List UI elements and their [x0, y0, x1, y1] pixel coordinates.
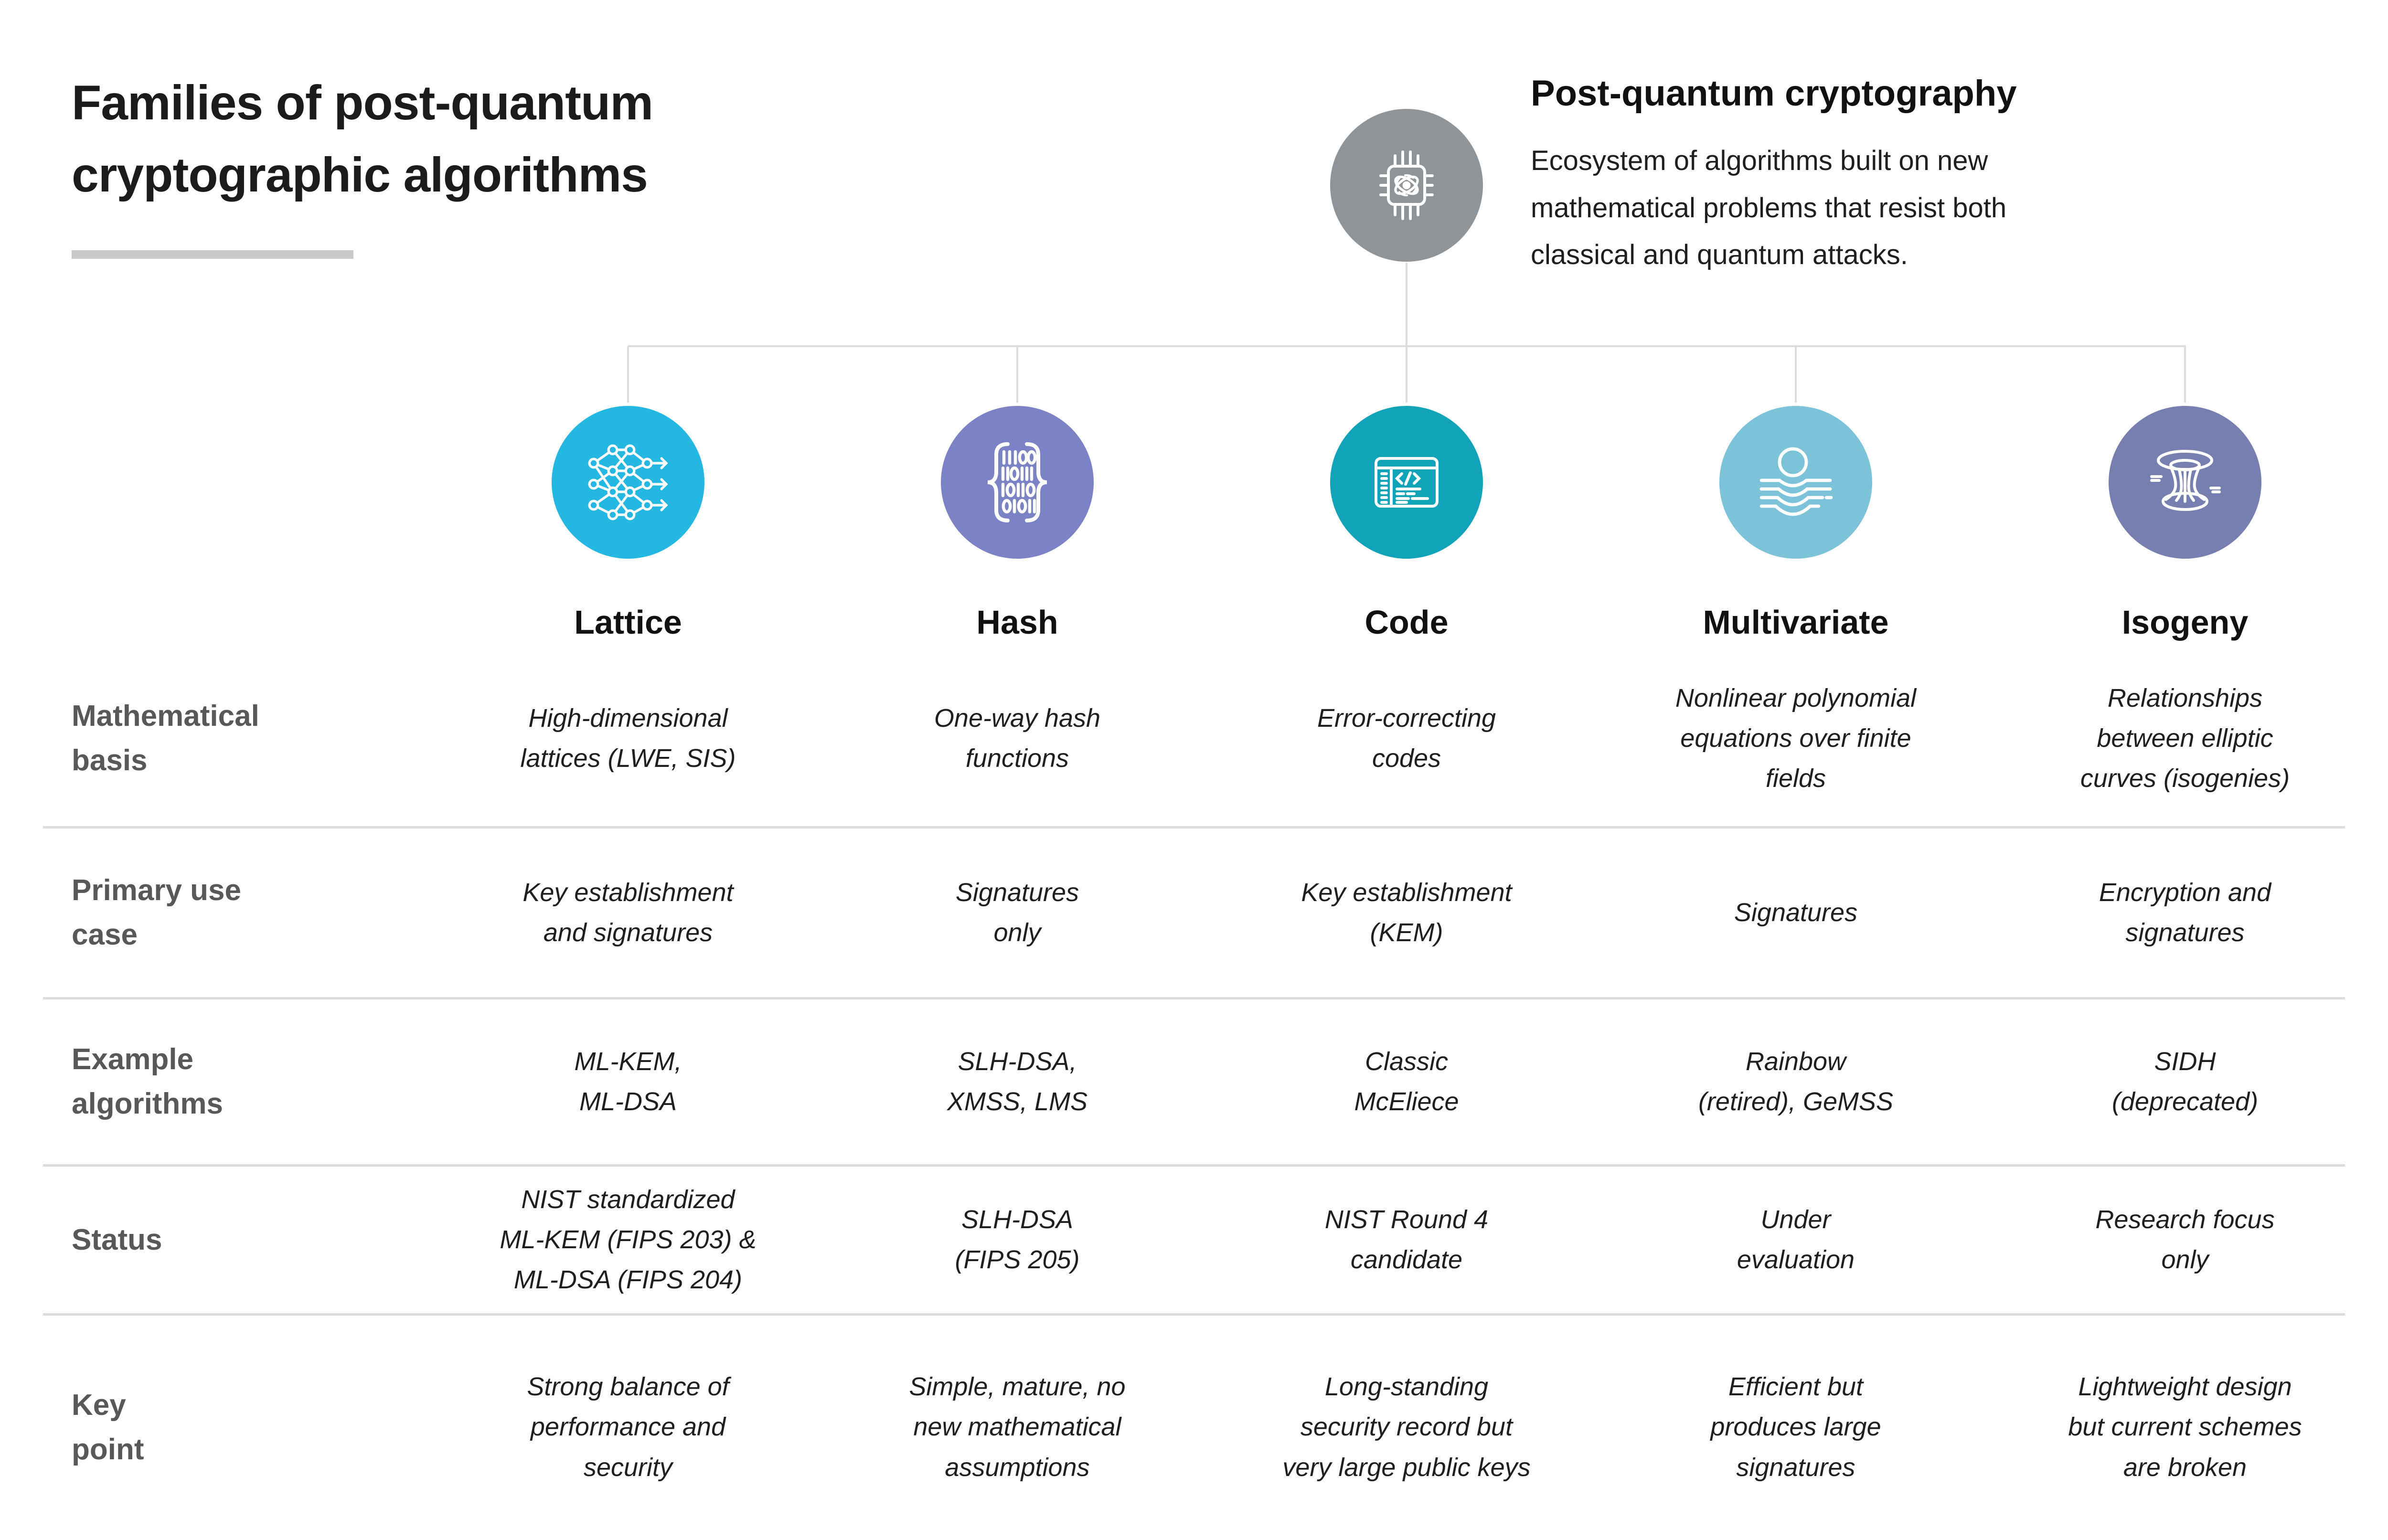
row-example-algorithms: Example algorithms ML-KEM, ML-DSA SLH-DS… [0, 998, 2388, 1165]
connector-stub-code [1406, 346, 1407, 403]
cell-hash-mathematical-basis: One-way hash functions [934, 703, 1101, 773]
cell-code-key-point: Long-standing security record but very l… [1282, 1372, 1531, 1482]
cell-code-examples: Classic McEliece [1354, 1047, 1459, 1116]
code-circle [1330, 406, 1483, 559]
family-label-hash: Hash [976, 604, 1058, 641]
cell-isogeny-examples: SIDH (deprecated) [2111, 1047, 2259, 1116]
overview-circle [1330, 109, 1483, 262]
cell-lattice-key-point: Strong balance of performance and securi… [527, 1372, 729, 1482]
cell-lattice-mathematical-basis: High-dimensional lattices (LWE, SIS) [520, 703, 736, 773]
cell-lattice-primary-use: Key establishment and signatures [522, 878, 734, 947]
cell-isogeny-key-point: Lightweight design but current schemes a… [2068, 1372, 2302, 1482]
family-label-isogeny: Isogeny [2121, 604, 2249, 641]
row-mathematical-basis: Mathematical basis High-dimensional latt… [0, 649, 2388, 827]
cell-lattice-status: NIST standardized ML-KEM (FIPS 203) & ML… [500, 1185, 757, 1295]
connector-stub-lattice [627, 346, 629, 403]
cell-multivariate-examples: Rainbow (retired), GeMSS [1698, 1047, 1894, 1116]
cell-isogeny-primary-use: Encryption and signatures [2099, 878, 2271, 947]
cell-hash-examples: SLH-DSA, XMSS, LMS [947, 1047, 1088, 1116]
cell-multivariate-primary-use: Signatures [1734, 898, 1858, 927]
row-separator [43, 1313, 2345, 1316]
row-separator [43, 997, 2345, 999]
row-primary-use-case: Primary use case Key establishment and s… [0, 827, 2388, 998]
cell-isogeny-mathematical-basis: Relationships between elliptic curves (i… [2080, 683, 2290, 793]
overview-heading: Post-quantum cryptography [1531, 73, 2017, 114]
cell-code-status: NIST Round 4 candidate [1324, 1205, 1489, 1274]
row-label: Example algorithms [72, 1043, 223, 1120]
circle-waves-icon [1748, 435, 1844, 530]
title-underline [72, 250, 353, 259]
code-window-icon [1359, 435, 1454, 530]
family-label-code: Code [1365, 604, 1449, 641]
binary-braces-icon [970, 435, 1065, 530]
row-status: Status NIST standardized ML-KEM (FIPS 20… [0, 1165, 2388, 1314]
cell-code-primary-use: Key establishment (KEM) [1301, 878, 1512, 947]
overview-description: Ecosystem of algorithms built on new mat… [1531, 145, 2007, 271]
row-label: Status [72, 1223, 162, 1256]
torus-funnel-icon [2137, 435, 2233, 530]
multivariate-circle [1719, 406, 1872, 559]
network-lattice-icon [580, 435, 676, 530]
hash-circle [941, 406, 1094, 559]
family-label-lattice: Lattice [574, 604, 682, 641]
row-separator [43, 1164, 2345, 1167]
connector-vertical-top [1406, 263, 1407, 346]
row-key-point: Key point Strong balance of performance … [0, 1314, 2388, 1540]
cell-code-mathematical-basis: Error-correcting codes [1317, 703, 1496, 773]
connector-stub-hash [1016, 346, 1018, 403]
cell-multivariate-status: Under evaluation [1737, 1205, 1855, 1274]
connector-stub-isogeny [2184, 346, 2186, 403]
row-label: Mathematical basis [72, 700, 259, 777]
connector-stub-multivariate [1795, 346, 1797, 403]
isogeny-circle [2109, 406, 2261, 559]
page-title: Families of post-quantum cryptographic a… [72, 75, 653, 202]
cell-lattice-examples: ML-KEM, ML-DSA [574, 1047, 682, 1116]
row-label: Key point [72, 1388, 144, 1466]
lattice-circle [552, 406, 704, 559]
cell-isogeny-status: Research focus only [2095, 1205, 2275, 1274]
cell-multivariate-mathematical-basis: Nonlinear polynomial equations over fini… [1675, 683, 1917, 793]
cpu-chip-icon [1359, 138, 1454, 233]
cell-hash-status: SLH-DSA (FIPS 205) [955, 1205, 1080, 1274]
row-separator [43, 826, 2345, 828]
row-label: Primary use case [72, 874, 241, 951]
cell-hash-key-point: Simple, mature, no new mathematical assu… [909, 1372, 1126, 1482]
cell-multivariate-key-point: Efficient but produces large signatures [1710, 1372, 1881, 1482]
cell-hash-primary-use: Signatures only [955, 878, 1079, 947]
family-label-multivariate: Multivariate [1703, 604, 1889, 641]
